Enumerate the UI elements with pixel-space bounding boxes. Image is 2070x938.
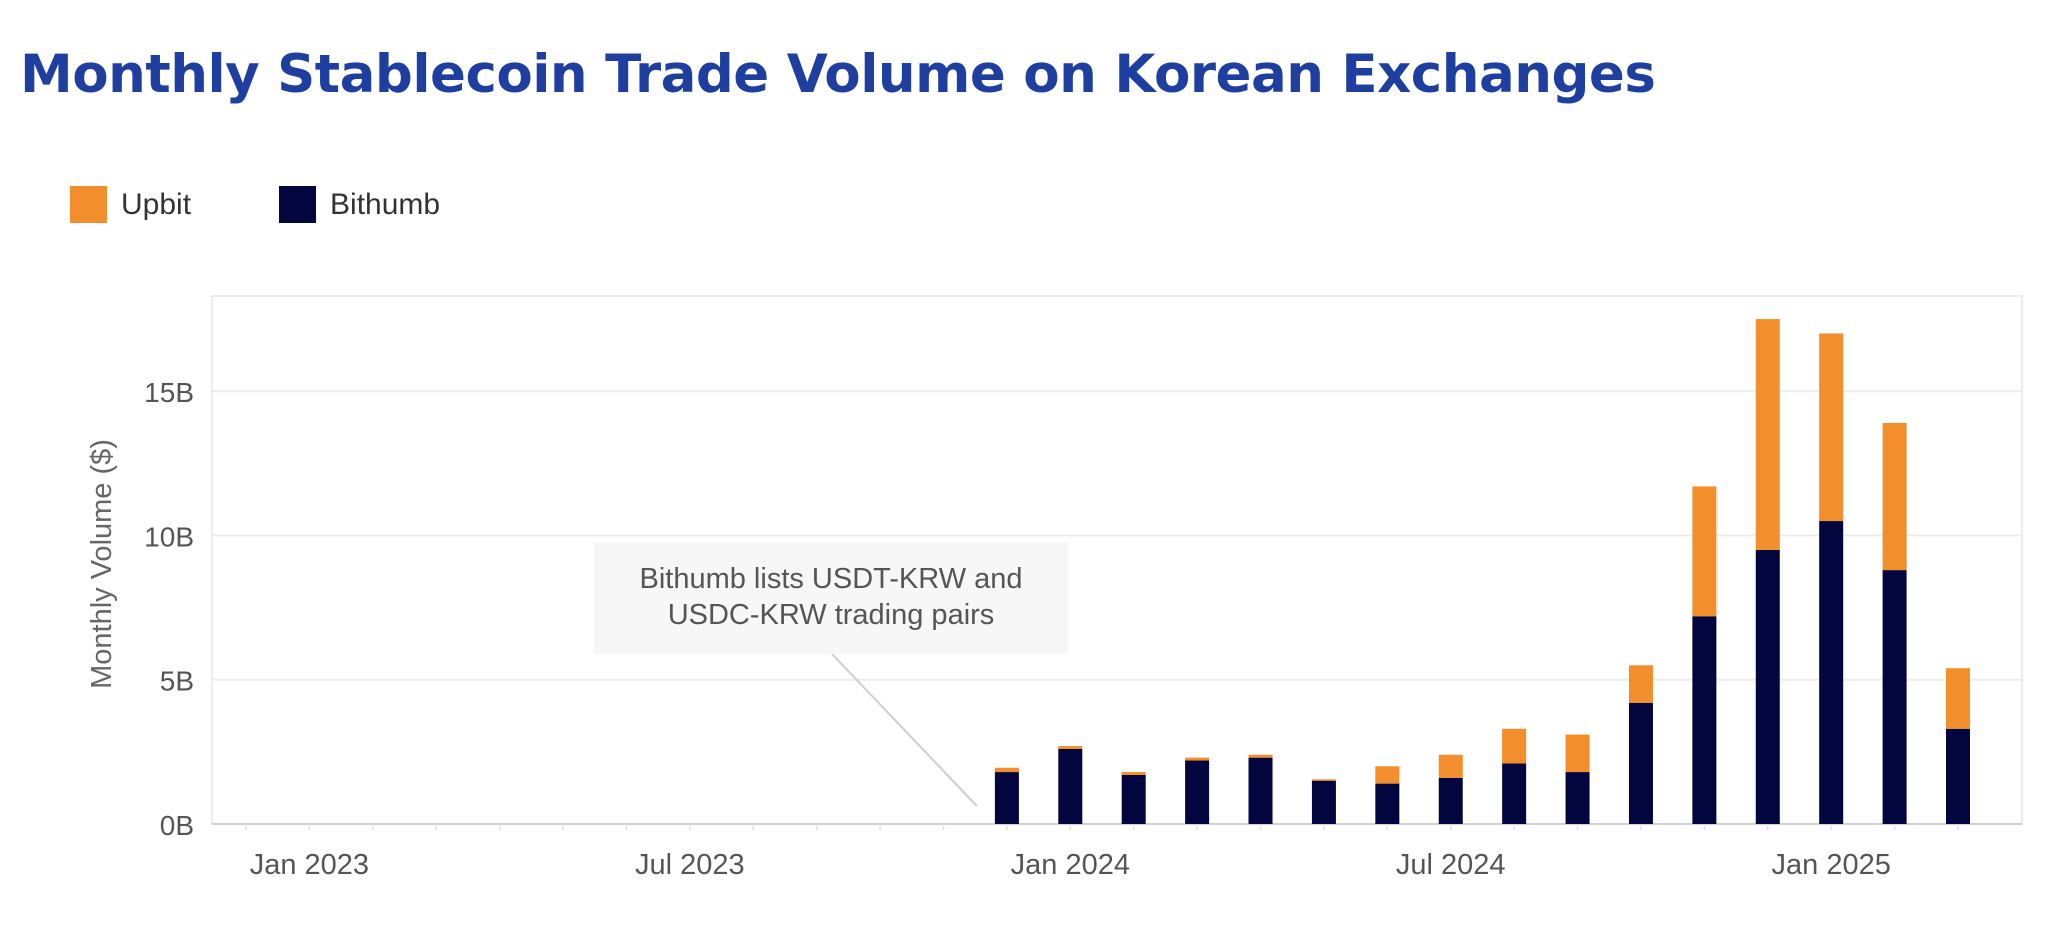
legend-swatch-upbit [70, 186, 107, 223]
annotation-text: Bithumb lists USDT-KRW and [639, 563, 1022, 595]
legend-swatch-bithumb [279, 186, 317, 223]
y-tick-label: 5B [160, 666, 194, 697]
bar-upbit [1502, 728, 1527, 764]
legend-item-bithumb: Bithumb [279, 186, 440, 223]
x-tick-label: Jul 2023 [635, 849, 745, 881]
annotation-box [594, 542, 1068, 654]
bar-bithumb [1565, 772, 1590, 824]
bar-bithumb [1946, 728, 1970, 824]
bar-bithumb [1311, 780, 1336, 824]
bar-upbit [1311, 779, 1336, 781]
bar-bithumb [1185, 760, 1210, 824]
bar-bithumb [1819, 521, 1844, 824]
chart-title: Monthly Stablecoin Trade Volume on Korea… [20, 44, 1656, 105]
bar-upbit [1058, 746, 1083, 749]
bar-upbit [1248, 754, 1273, 758]
bar-bithumb [1755, 549, 1780, 824]
legend-item-upbit: Upbit [70, 186, 191, 223]
y-tick-label: 10B [144, 521, 194, 552]
bar-upbit [1375, 766, 1400, 784]
x-tick-label: Jan 2023 [250, 849, 369, 881]
legend: Upbit Bithumb [70, 186, 528, 223]
legend-label-upbit: Upbit [121, 187, 192, 221]
bar-upbit [1438, 754, 1463, 778]
bar-bithumb [1628, 702, 1653, 824]
bar-upbit [1692, 486, 1717, 617]
legend-label-bithumb: Bithumb [330, 187, 441, 221]
bar-upbit [1819, 333, 1844, 522]
bar-bithumb [1121, 774, 1146, 824]
y-axis-title: Monthly Volume ($) [86, 439, 118, 689]
bar-bithumb [1248, 757, 1273, 824]
bar-upbit [1755, 319, 1780, 550]
bar-upbit [1628, 665, 1653, 703]
bar-upbit [1121, 772, 1146, 775]
bar-upbit [1185, 757, 1210, 761]
bar-bithumb [1058, 748, 1083, 824]
bar-bithumb [1882, 570, 1907, 824]
x-tick-label: Jul 2024 [1396, 849, 1506, 881]
x-tick-label: Jan 2025 [1772, 849, 1891, 881]
bar-bithumb [1438, 777, 1463, 824]
bar-upbit [994, 767, 1019, 773]
bar-bithumb [1692, 616, 1717, 824]
bar-bithumb [1375, 783, 1400, 824]
x-tick-label: Jan 2024 [1011, 849, 1130, 881]
bar-upbit [1946, 668, 1970, 729]
plot-frame [211, 295, 2023, 825]
annotation-text: USDC-KRW trading pairs [668, 599, 995, 631]
bar-upbit [1882, 422, 1907, 571]
bar-upbit [1565, 734, 1590, 773]
y-tick-label: 15B [144, 377, 194, 408]
bar-bithumb [1502, 763, 1527, 824]
annotation-leader-line [831, 653, 978, 807]
bar-bithumb [994, 772, 1019, 824]
y-tick-label: 0B [160, 810, 194, 841]
